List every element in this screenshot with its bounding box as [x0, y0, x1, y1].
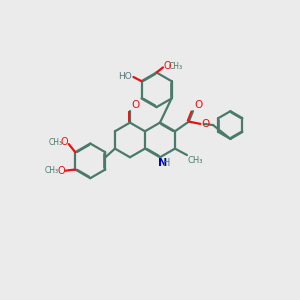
Text: CH₃: CH₃	[45, 166, 59, 175]
Text: CH₃: CH₃	[188, 155, 203, 164]
Text: HO: HO	[118, 72, 132, 81]
Text: O: O	[57, 166, 65, 176]
Text: O: O	[164, 61, 171, 71]
Text: O: O	[194, 100, 202, 110]
Text: N: N	[158, 158, 167, 168]
Text: CH₃: CH₃	[48, 138, 62, 147]
Text: O: O	[131, 100, 139, 110]
Text: H: H	[163, 158, 171, 168]
Text: CH₃: CH₃	[169, 62, 183, 71]
Text: O: O	[201, 119, 209, 129]
Text: O: O	[61, 137, 68, 148]
